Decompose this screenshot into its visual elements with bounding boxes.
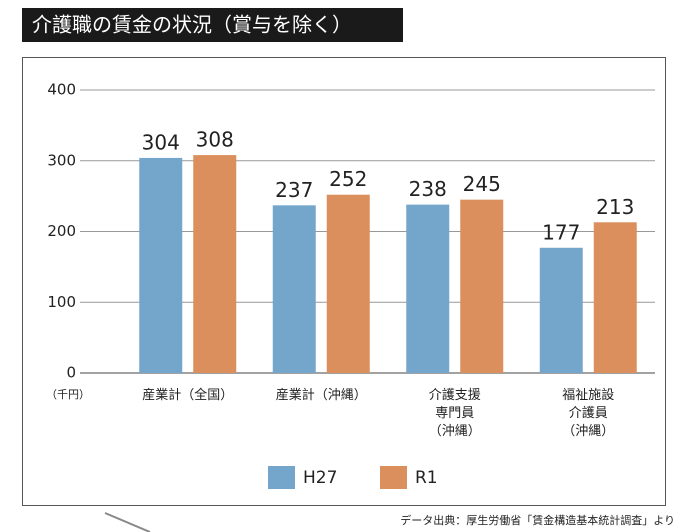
x-tick-label: 福祉施設介護員（沖縄） xyxy=(562,387,614,439)
bar xyxy=(460,199,504,373)
legend-label: R1 xyxy=(415,468,438,488)
value-label: 237 xyxy=(275,178,313,202)
x-tick-label: 産業計（全国） xyxy=(142,387,233,403)
legend-swatch xyxy=(380,466,407,489)
value-label: 238 xyxy=(409,177,447,201)
bar xyxy=(272,205,316,373)
y-tick-label: 0 xyxy=(66,364,76,382)
y-unit-label: （千円） xyxy=(46,388,90,401)
bar xyxy=(593,222,637,373)
chart-title: 介護職の賃金の状況（賞与を除く） xyxy=(32,13,352,37)
y-tick-label: 400 xyxy=(47,81,76,99)
chart-frame xyxy=(22,57,666,506)
bar xyxy=(193,155,237,373)
x-tick-label: 介護支援専門員（沖縄） xyxy=(429,387,481,439)
title-box xyxy=(22,8,403,42)
y-tick-label: 300 xyxy=(47,151,76,169)
legend-swatch xyxy=(268,466,295,489)
value-label: 252 xyxy=(329,167,367,191)
source-note: データ出典：厚生労働省「賃金構造基本統計調査」より xyxy=(400,513,675,527)
y-tick-label: 100 xyxy=(47,293,76,311)
value-label: 177 xyxy=(542,220,580,244)
value-label: 245 xyxy=(463,172,501,196)
value-label: 304 xyxy=(142,130,180,154)
y-tick-label: 200 xyxy=(47,222,76,240)
legend-label: H27 xyxy=(303,468,337,488)
decoration xyxy=(104,512,151,532)
bar xyxy=(139,157,183,373)
bar xyxy=(326,194,370,373)
x-tick-label: 産業計（沖縄） xyxy=(276,387,367,403)
bar xyxy=(406,204,450,373)
value-label: 308 xyxy=(196,128,234,152)
bar xyxy=(539,247,583,373)
value-label: 213 xyxy=(596,195,634,219)
